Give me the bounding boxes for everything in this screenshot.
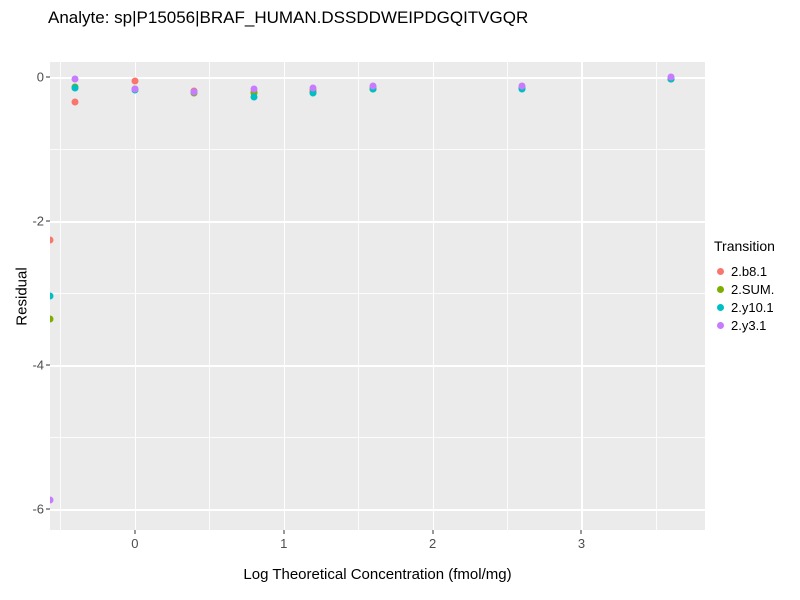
legend-swatch <box>717 303 724 311</box>
minor-gridline <box>50 437 705 438</box>
data-point <box>71 98 79 106</box>
data-point <box>250 93 258 101</box>
legend-swatch <box>717 267 724 275</box>
y-tick-mark <box>46 364 50 366</box>
data-point <box>50 315 54 323</box>
y-tick-label: -2 <box>32 213 44 229</box>
x-axis-label: Log Theoretical Concentration (fmol/mg) <box>243 566 512 583</box>
major-gridline <box>50 365 705 367</box>
minor-gridline <box>507 62 508 530</box>
major-gridline <box>50 221 705 223</box>
legend-title: Transition <box>714 238 775 254</box>
data-point <box>369 82 377 90</box>
legend-item-label: 2.b8.1 <box>731 263 768 279</box>
data-point <box>131 77 139 85</box>
x-tick-mark <box>432 530 434 534</box>
legend-items: 2.b8.1 2.SUM. 2.y10.1 2.y3.1 <box>714 262 775 334</box>
minor-gridline <box>60 62 62 530</box>
legend-item: 2.b8.1 <box>714 262 775 280</box>
legend-item-label: 2.SUM. <box>731 281 775 297</box>
legend-item: 2.y3.1 <box>714 316 775 334</box>
data-point <box>250 85 258 93</box>
major-gridline <box>432 62 435 530</box>
major-gridline <box>50 77 705 79</box>
y-tick-mark <box>46 76 50 78</box>
data-point <box>131 85 139 93</box>
legend-swatch <box>717 321 724 329</box>
major-gridline <box>581 62 584 530</box>
data-point <box>50 292 54 300</box>
data-point <box>309 84 317 92</box>
minor-gridline <box>209 62 211 530</box>
x-axis-tick-marks <box>50 530 705 534</box>
legend-item: 2.y10.1 <box>714 298 775 316</box>
y-tick-mark <box>46 508 50 510</box>
y-axis-tick-labels: 0 -2 -4 -6 <box>0 62 44 530</box>
legend: Transition 2.b8.1 2.SUM. 2.y10.1 2.y3.1 <box>714 238 775 334</box>
minor-gridline <box>358 62 359 530</box>
x-tick-mark <box>283 530 285 534</box>
legend-item: 2.SUM. <box>714 280 775 298</box>
minor-gridline <box>655 62 657 530</box>
y-tick-label: -4 <box>32 357 44 373</box>
data-point <box>190 88 198 96</box>
data-point <box>71 84 79 92</box>
data-point <box>50 496 54 504</box>
data-point <box>309 89 317 97</box>
chart-title: Analyte: sp|P15056|BRAF_HUMAN.DSSDDWEIPD… <box>48 8 529 27</box>
x-tick-label: 0 <box>131 536 139 551</box>
minor-gridline <box>50 293 705 294</box>
data-point <box>71 75 79 83</box>
major-gridline <box>283 62 286 530</box>
data-point <box>250 89 258 97</box>
x-tick-mark <box>134 530 136 534</box>
y-axis-tick-marks <box>46 62 50 530</box>
x-tick-mark <box>580 530 582 534</box>
x-axis-tick-labels: 0 1 2 3 <box>50 536 705 552</box>
y-tick-label: -6 <box>32 501 44 517</box>
plot-panel <box>50 62 705 530</box>
legend-item-label: 2.y10.1 <box>731 299 774 315</box>
x-tick-label: 2 <box>428 536 437 551</box>
major-gridline <box>134 62 137 530</box>
legend-item-label: 2.y3.1 <box>731 317 767 333</box>
legend-swatch <box>717 285 724 293</box>
data-point <box>50 236 54 244</box>
y-tick-mark <box>46 220 50 222</box>
x-tick-label: 3 <box>577 536 586 551</box>
y-tick-label: 0 <box>36 69 44 85</box>
data-point <box>667 73 675 81</box>
minor-gridline <box>50 149 705 150</box>
major-gridline <box>50 509 705 511</box>
data-point <box>518 82 526 90</box>
x-tick-label: 1 <box>280 536 288 551</box>
